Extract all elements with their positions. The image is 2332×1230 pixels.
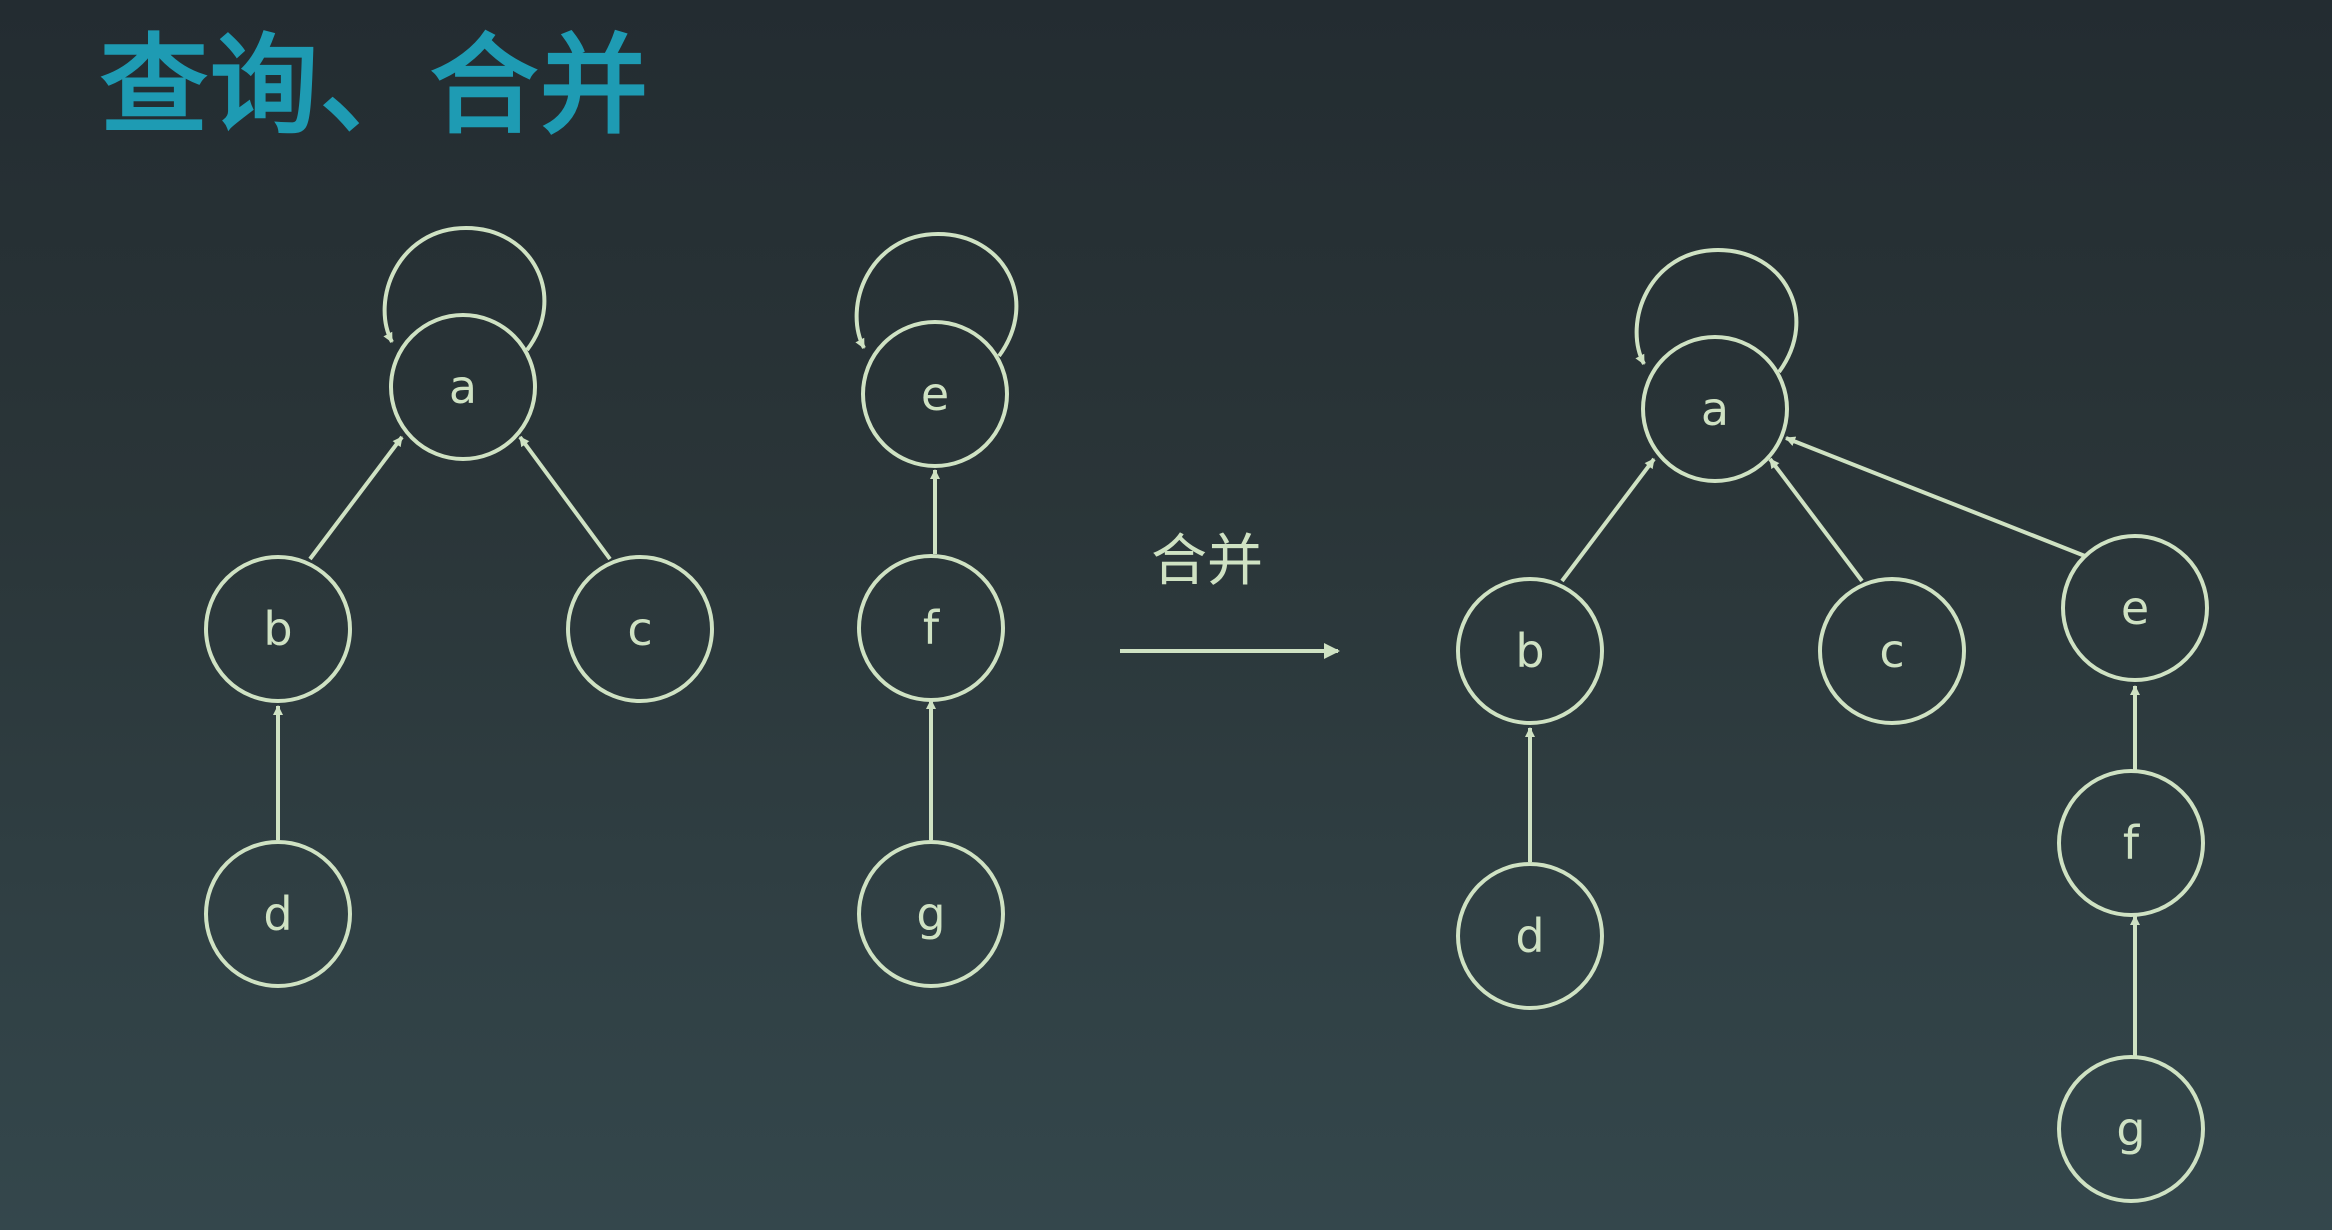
node-b: b	[204, 555, 352, 703]
node-e: e	[861, 320, 1009, 468]
node-g: g	[857, 840, 1005, 988]
node-b: b	[1456, 577, 1604, 725]
node-label: g	[916, 887, 945, 941]
node-g: g	[2057, 1055, 2205, 1203]
node-f: f	[857, 554, 1005, 702]
edge-e-to-a	[1785, 436, 2086, 558]
node-c: c	[566, 555, 714, 703]
merge-arrow: 合并	[1120, 529, 1340, 659]
node-e: e	[2061, 534, 2209, 682]
after-tree: a b c d e f g	[1456, 247, 2209, 1203]
node-label: f	[923, 601, 941, 655]
node-label: b	[1515, 624, 1544, 678]
node-label: a	[449, 360, 477, 414]
node-label: e	[2121, 581, 2149, 635]
node-f: f	[2057, 769, 2205, 917]
merge-label: 合并	[1151, 529, 1263, 594]
before-tree-a: a b c d	[204, 225, 714, 988]
node-label: d	[263, 887, 292, 941]
node-label: f	[2123, 816, 2141, 870]
node-c: c	[1818, 577, 1966, 725]
page-title: 查询、合并	[100, 24, 651, 149]
self-loop-edge-a	[1634, 247, 1799, 374]
before-tree-e: e f g	[854, 231, 1019, 988]
self-loop-edge-a	[382, 225, 547, 352]
node-label: b	[263, 602, 292, 656]
edge-b-to-a	[1560, 457, 1656, 583]
edge-c-to-a	[518, 435, 612, 561]
node-a: a	[389, 313, 537, 461]
node-label: a	[1701, 382, 1729, 436]
node-label: d	[1515, 909, 1544, 963]
edge-c-to-a	[1768, 457, 1864, 583]
edge-b-to-a	[308, 435, 404, 561]
node-label: g	[2116, 1102, 2145, 1156]
node-label: c	[627, 602, 652, 656]
node-d: d	[204, 840, 352, 988]
node-a: a	[1641, 335, 1789, 483]
node-label: c	[1879, 624, 1904, 678]
self-loop-edge-e	[854, 231, 1019, 358]
node-d: d	[1456, 862, 1604, 1010]
node-label: e	[921, 367, 949, 421]
